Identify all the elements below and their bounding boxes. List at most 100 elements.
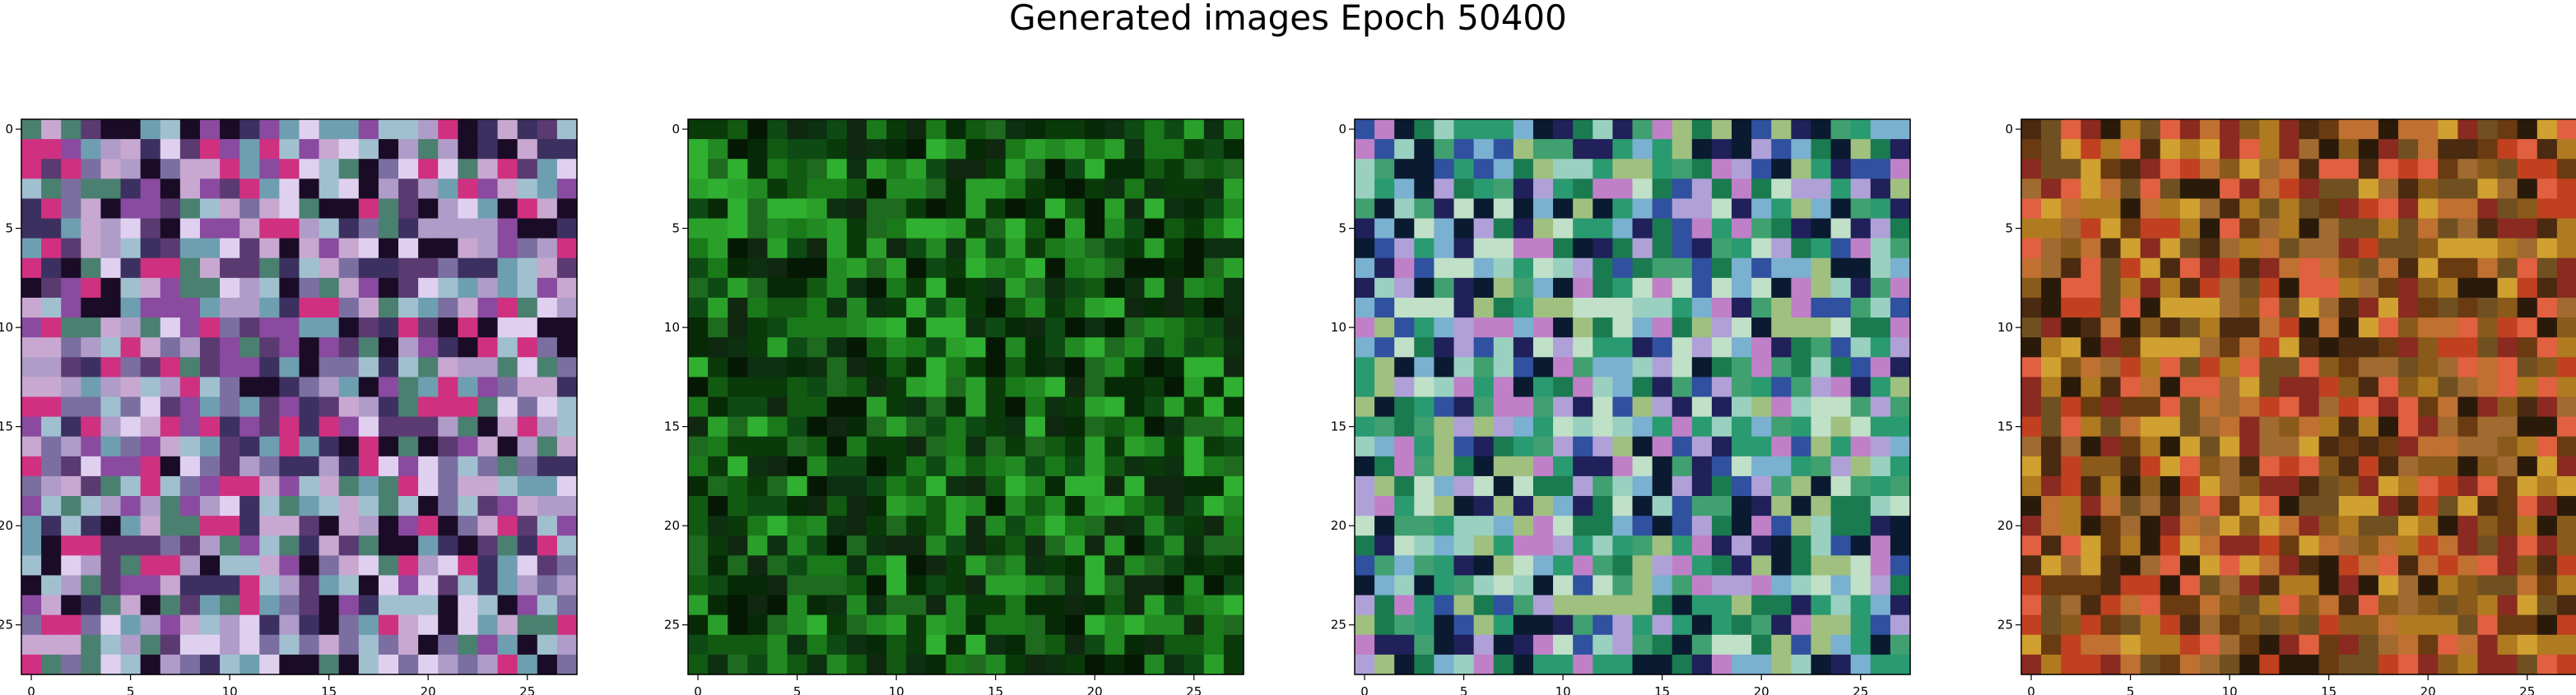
image-pixel — [319, 634, 340, 656]
image-pixel — [81, 178, 102, 200]
image-pixel — [358, 159, 379, 179]
y-tick-label: 25 — [664, 618, 680, 632]
image-pixel — [1632, 377, 1653, 398]
y-tick-label: 5 — [5, 221, 13, 236]
image-pixel — [418, 257, 439, 279]
image-pixel — [319, 516, 340, 536]
image-pixel — [438, 178, 458, 200]
image-pixel — [2477, 357, 2499, 378]
image-pixel — [220, 297, 240, 318]
image-pixel — [1612, 337, 1634, 358]
image-pixel — [259, 297, 280, 318]
image-pixel — [458, 416, 479, 438]
image-pixel — [1870, 357, 1891, 378]
image-pixel — [866, 377, 887, 398]
image-pixel — [2299, 119, 2320, 140]
image-pixel — [2199, 277, 2220, 299]
image-pixel — [767, 357, 788, 378]
image-pixel — [2358, 317, 2379, 338]
image-pixel — [787, 496, 808, 517]
image-pixel — [1652, 595, 1673, 616]
image-pixel — [1223, 654, 1244, 675]
image-pixel — [1553, 139, 1574, 160]
image-pixel — [2457, 238, 2479, 259]
image-pixel — [2160, 198, 2181, 220]
image-pixel — [319, 614, 340, 636]
image-pixel — [2100, 575, 2122, 596]
image-pixel — [2100, 555, 2122, 577]
image-pixel — [1453, 297, 1475, 318]
image-pixel — [1044, 516, 1066, 536]
image-pixel — [1203, 436, 1225, 457]
image-pixel — [807, 595, 828, 616]
image-pixel — [1203, 218, 1225, 239]
image-pixel — [1632, 297, 1653, 318]
image-pixel — [2497, 357, 2518, 378]
image-pixel — [279, 555, 300, 577]
image-pixel — [965, 198, 987, 220]
image-pixel — [259, 178, 280, 200]
image-pixel — [1144, 218, 1165, 239]
image-pixel — [1632, 277, 1653, 299]
image-pixel — [199, 198, 221, 220]
y-tick-label: 0 — [1338, 122, 1346, 137]
image-pixel — [497, 218, 518, 239]
y-tick-label: 25 — [1997, 618, 2013, 632]
image-pixel — [338, 396, 360, 418]
y-tick-label: 10 — [664, 320, 680, 335]
image-pixel — [2457, 555, 2479, 577]
image-pixel — [2378, 357, 2399, 378]
image-pixel — [160, 218, 181, 239]
image-pixel — [140, 238, 161, 259]
image-pixel — [458, 277, 479, 299]
image-pixel — [2338, 139, 2360, 160]
image-pixel — [1164, 614, 1185, 636]
image-pixel — [1124, 297, 1146, 318]
image-pixel — [1632, 535, 1653, 556]
image-pixel — [1223, 396, 1244, 418]
image-pixel — [1830, 614, 1852, 636]
image-pixel — [81, 654, 102, 675]
image-pixel — [239, 218, 260, 239]
image-pixel — [398, 654, 419, 675]
image-pixel — [259, 555, 280, 577]
image-pixel — [2358, 119, 2379, 140]
image-pixel — [1355, 159, 1375, 179]
image-pixel — [1652, 139, 1673, 160]
image-pixel — [1553, 297, 1574, 318]
image-pixel — [2239, 535, 2260, 556]
image-pixel — [338, 277, 360, 299]
image-pixel — [826, 297, 848, 318]
image-pixel — [1751, 436, 1772, 457]
image-pixel — [1104, 297, 1125, 318]
image-pixel — [1612, 516, 1634, 536]
image-pixel — [1223, 595, 1244, 616]
image-pixel — [1065, 436, 1086, 457]
image-pixel — [1513, 277, 1534, 299]
image-pixel — [41, 317, 62, 338]
image-pixel — [985, 416, 1007, 438]
x-tick-label: 25 — [1853, 684, 1868, 695]
image-pixel — [279, 317, 300, 338]
image-pixel — [1672, 357, 1693, 378]
image-pixel — [1791, 654, 1812, 675]
image-pixel — [2220, 575, 2240, 596]
image-pixel — [1652, 436, 1673, 457]
image-pixel — [2318, 238, 2340, 259]
image-pixel — [708, 238, 728, 259]
x-tick-label: 20 — [421, 684, 436, 695]
image-pixel — [807, 337, 828, 358]
image-pixel — [787, 377, 808, 398]
image-pixel — [826, 555, 848, 577]
image-pixel — [1573, 139, 1593, 160]
image-pixel — [1632, 178, 1653, 200]
x-tick-label: 15 — [1654, 684, 1670, 695]
image-pixel — [2220, 377, 2240, 398]
image-pixel — [120, 456, 142, 477]
image-pixel — [458, 178, 479, 200]
image-pixel — [1593, 516, 1613, 536]
image-pixel — [1612, 416, 1634, 438]
image-pixel — [1791, 436, 1812, 457]
image-pixel — [1711, 516, 1732, 536]
image-pixel — [1065, 337, 1086, 358]
